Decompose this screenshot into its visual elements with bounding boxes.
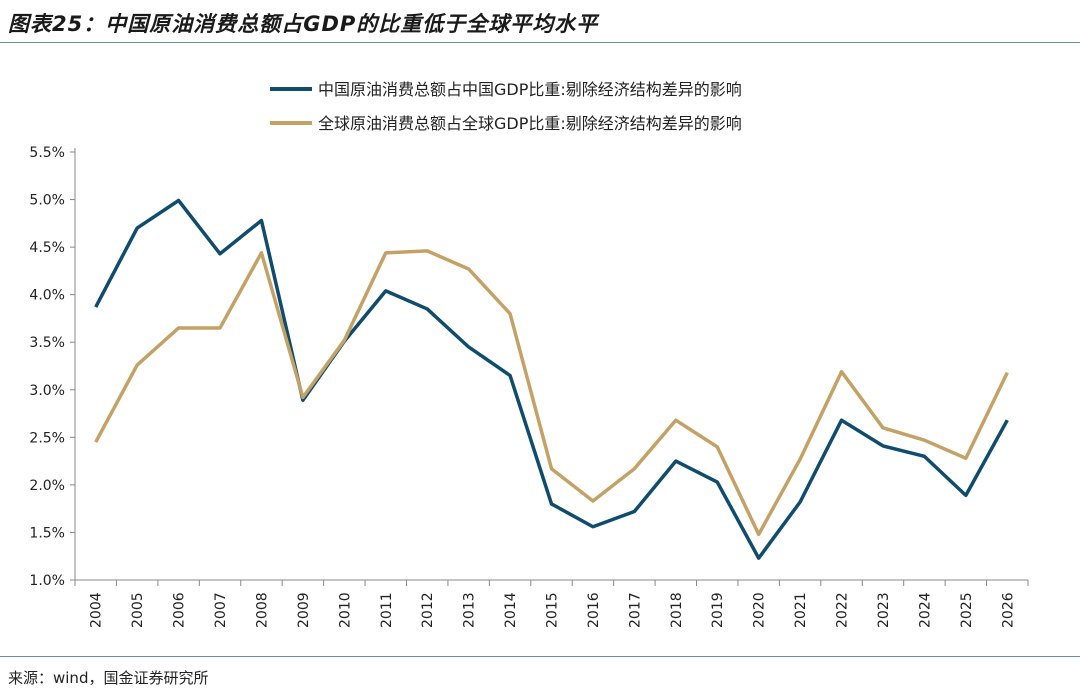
x-tick-label: 2011 [379, 592, 395, 628]
x-tick-label: 2013 [462, 592, 478, 628]
x-tick-label: 2010 [337, 592, 353, 628]
x-tick-label: 2021 [793, 592, 809, 628]
y-tick-label: 3.0% [29, 383, 65, 399]
x-tick-label: 2026 [1000, 592, 1016, 628]
x-tick-label: 2020 [752, 592, 768, 628]
title-divider [0, 42, 1080, 43]
footer-divider [0, 656, 1080, 657]
x-tick-label: 2025 [959, 592, 975, 628]
x-tick-label: 2015 [545, 592, 561, 628]
x-tick-label: 2006 [172, 592, 188, 628]
x-tick-label: 2019 [710, 592, 726, 628]
x-tick-label: 2012 [420, 592, 436, 628]
series-line-china [94, 198, 1009, 560]
figure-title: 图表25：中国原油消费总额占GDP的比重低于全球平均水平 [8, 12, 599, 36]
y-tick-label: 2.0% [29, 478, 65, 494]
y-tick-label: 3.5% [29, 335, 65, 351]
x-tick-label: 2014 [503, 592, 519, 628]
x-tick-label: 2016 [586, 592, 602, 628]
y-tick-label: 1.0% [29, 573, 65, 589]
x-tick-label: 2007 [213, 592, 229, 628]
x-tick-label: 2018 [669, 592, 685, 628]
x-tick-label: 2024 [917, 592, 933, 628]
x-tick-label: 2017 [627, 592, 643, 628]
x-tick-label: 2008 [254, 592, 270, 628]
x-tick-label: 2023 [876, 592, 892, 628]
legend-label: 中国原油消费总额占中国GDP比重:剔除经济结构差异的影响 [318, 80, 742, 99]
y-tick-label: 4.0% [29, 288, 65, 304]
x-tick-label: 2005 [130, 592, 146, 628]
y-tick-label: 2.5% [29, 430, 65, 446]
y-tick-label: 5.0% [29, 193, 65, 209]
x-tick-label: 2004 [89, 592, 105, 628]
series-line-global [94, 249, 1009, 537]
source-note: 来源：wind，国金证券研究所 [8, 669, 209, 687]
y-tick-label: 4.5% [29, 240, 65, 256]
y-tick-label: 5.5% [29, 145, 65, 161]
legend-label: 全球原油消费总额占全球GDP比重:剔除经济结构差异的影响 [318, 114, 742, 133]
x-tick-label: 2009 [296, 592, 312, 628]
x-tick-label: 2022 [835, 592, 851, 628]
y-tick-label: 1.5% [29, 525, 65, 541]
